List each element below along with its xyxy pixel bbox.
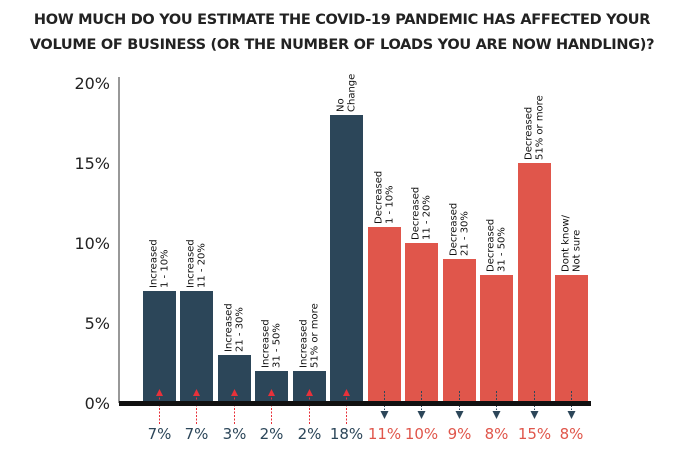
category-label-line: Not sure [572,230,583,272]
bar [143,291,176,403]
down-arrow-icon [492,411,501,419]
category-label-line: 1 - 10% [160,249,171,288]
bar [480,275,513,403]
value-label: 18% [330,425,363,443]
bar [443,259,476,403]
chart-title-line-1: HOW MUCH DO YOU ESTIMATE THE COVID-19 PA… [33,12,651,28]
category-label-line: 21 - 30% [460,211,471,256]
down-arrow-icon [417,411,426,419]
down-arrow-icon [455,411,464,419]
category-label-line: 31 - 50% [272,323,283,368]
bar [405,243,438,403]
category-label: Increased11 - 20% [186,239,208,288]
category-label-line: Decreased [411,187,422,240]
up-arrow-icon [268,389,275,396]
category-label-line: 11 - 20% [197,243,208,288]
y-tick-label: 0% [85,394,110,413]
category-label: Increased31 - 50% [261,319,283,368]
value-label: 2% [260,425,284,443]
category-label: Decreased31 - 50% [486,219,508,272]
value-label: 9% [448,425,472,443]
value-label: 2% [298,425,322,443]
y-tick-label: 5% [85,314,110,333]
up-arrow-icon [193,389,200,396]
category-label: Decreased11 - 20% [411,187,433,240]
category-label: Decreased21 - 30% [449,203,471,256]
category-label: Decreased51% or more [524,95,546,160]
category-label: Increased51% or more [299,303,321,368]
value-label: 11% [368,425,401,443]
up-arrow-icon [156,389,163,396]
chart-title-line-2: VOLUME OF BUSINESS (OR THE NUMBER OF LOA… [29,37,655,53]
category-label-line: Decreased [374,171,385,224]
down-arrow-icon [380,411,389,419]
up-arrow-icon [343,389,350,396]
category-label-line: Dont know/ [561,214,572,272]
category-label-line: 51% or more [535,95,546,160]
category-label-line: Increased [149,239,160,288]
category-label: Increased1 - 10% [149,239,171,288]
category-label-line: Increased [261,319,272,368]
category-label-line: 51% or more [310,303,321,368]
category-label: Dont know/Not sure [561,214,583,272]
down-arrow-icon [567,411,576,419]
category-label-line: 11 - 20% [422,195,433,240]
value-label: 3% [223,425,247,443]
category-label-line: Decreased [486,219,497,272]
category-label-line: Change [347,74,358,112]
category-label-line: 21 - 30% [235,307,246,352]
category-label-line: 31 - 50% [497,227,508,272]
category-label: Increased21 - 30% [224,303,246,352]
category-label: Decreased1 - 10% [374,171,396,224]
category-label-line: Decreased [449,203,460,256]
up-arrow-icon [306,389,313,396]
y-tick-label: 15% [74,154,110,173]
bar [555,275,588,403]
category-label-line: Increased [224,303,235,352]
value-label: 15% [518,425,551,443]
y-tick-label: 10% [74,234,110,253]
bar [330,115,363,403]
bar [518,163,551,403]
value-label: 7% [185,425,209,443]
x-axis-baseline [119,401,591,406]
bar [180,291,213,403]
value-label: 8% [485,425,509,443]
down-arrow-icon [530,411,539,419]
category-label: NoChange [336,74,358,112]
category-label-line: No [336,98,347,112]
bar [368,227,401,403]
value-label: 8% [560,425,584,443]
category-label-line: 1 - 10% [385,185,396,224]
category-label-line: Decreased [524,107,535,160]
value-label: 10% [405,425,438,443]
chart-title: HOW MUCH DO YOU ESTIMATE THE COVID-19 PA… [0,8,684,58]
y-tick-label: 20% [74,74,110,93]
up-arrow-icon [231,389,238,396]
category-label-line: Increased [186,239,197,288]
value-label: 7% [148,425,172,443]
category-label-line: Increased [299,319,310,368]
